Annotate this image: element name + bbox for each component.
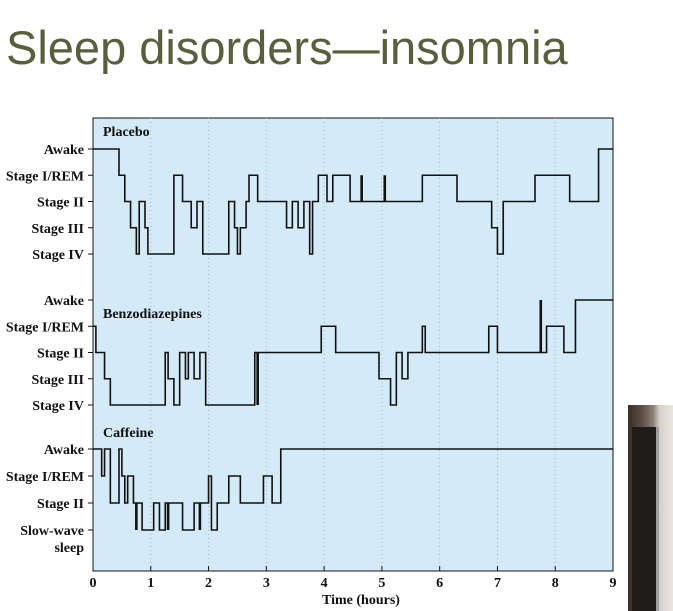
x-axis-label: Time (hours) (322, 593, 400, 608)
x-tick-label: 8 (552, 576, 559, 591)
panel-title: Caffeine (103, 426, 154, 441)
x-tick-label: 4 (321, 576, 328, 591)
x-tick-label: 3 (263, 576, 270, 591)
y-level-label: Stage IV (32, 248, 84, 263)
y-level-label: Slow-wave sleep (20, 524, 84, 556)
y-level-label: Awake (44, 294, 84, 309)
panel-title: Placebo (103, 125, 150, 140)
x-tick-label: 5 (378, 576, 385, 591)
y-level-label: Awake (44, 443, 84, 458)
y-level-label: Stage I/REM (6, 470, 84, 485)
sleep-trace-benzodiazepines (93, 299, 613, 406)
y-level-label: Stage II (37, 497, 84, 512)
panels: Placebo Awake Stage I/REM Stage II Stage III… (6, 125, 613, 556)
y-level-label: Stage II (37, 347, 84, 362)
y-level-label: Stage I/REM (6, 169, 84, 184)
y-level-label: Stage III (31, 373, 84, 388)
x-tick-label: 6 (436, 576, 443, 591)
y-level-label: Stage II (37, 196, 84, 211)
plot-background (92, 117, 614, 572)
y-level-label: Stage IV (32, 399, 84, 414)
x-tick-label: 7 (494, 576, 501, 591)
panel-caffeine: Caffeine Awake Stage I/REM Stage II Slow-wav… (6, 426, 613, 556)
sleep-trace-caffeine (93, 448, 613, 531)
x-tick-label: 9 (610, 576, 617, 591)
panel-benzodiazepines: Benzodiazepines Awake Stage I/REM Stage II S… (6, 294, 613, 414)
speaker-video-inset (628, 405, 673, 611)
x-tick-label: 2 (205, 576, 212, 591)
panel-title: Benzodiazepines (103, 307, 202, 322)
y-level-label: Stage I/REM (6, 320, 84, 335)
x-tick-label: 0 (90, 576, 97, 591)
slide-title: Sleep disorders—insomnia (6, 21, 568, 74)
y-level-label: Awake (44, 143, 84, 158)
x-axis: 0 1 2 3 4 5 6 7 8 9 (90, 566, 617, 591)
sleep-trace-placebo (93, 148, 613, 255)
x-tick-label: 1 (147, 576, 154, 591)
video-frame (632, 427, 659, 611)
y-level-label: Stage III (31, 222, 84, 237)
panel-placebo: Placebo Awake Stage I/REM Stage II Stage III… (6, 125, 613, 263)
